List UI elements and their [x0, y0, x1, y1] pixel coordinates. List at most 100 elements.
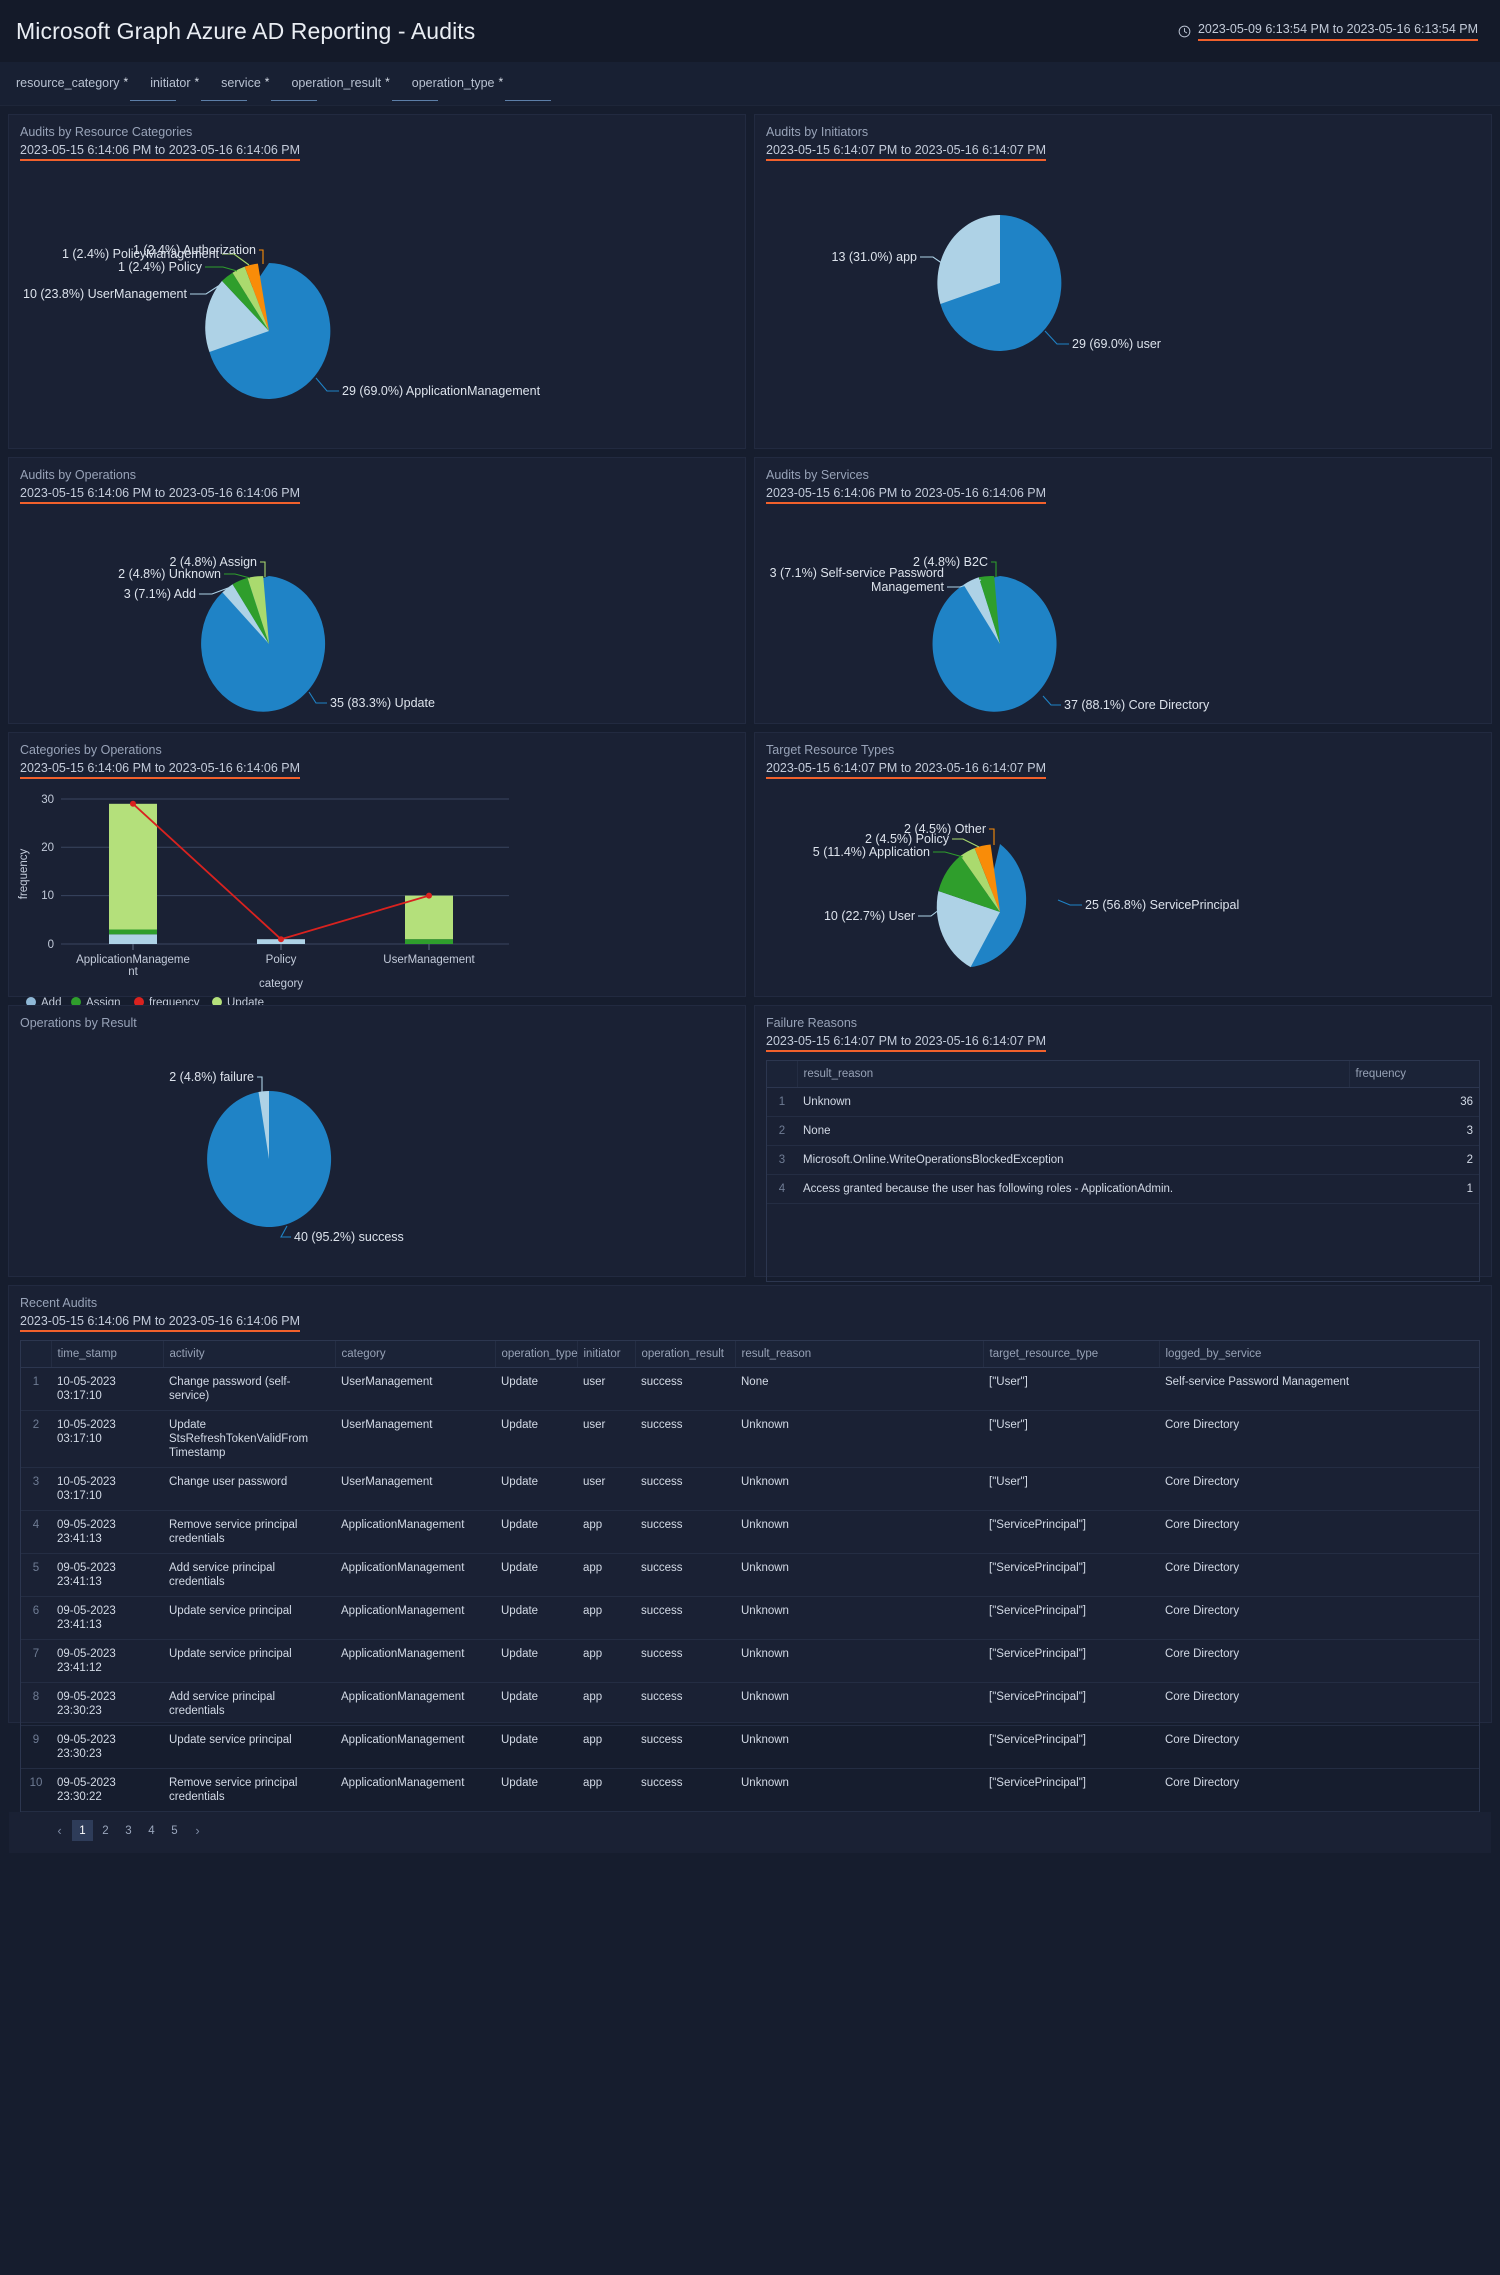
- legend-swatch-frequency[interactable]: [134, 997, 144, 1007]
- filter-input-underline[interactable]: [271, 99, 318, 101]
- bar-segment-assign[interactable]: [405, 939, 453, 944]
- pagination-prev[interactable]: ‹: [57, 1823, 62, 1838]
- filter-initiator[interactable]: initiator *: [150, 76, 248, 101]
- cell-operation-result: success: [635, 1510, 735, 1554]
- cell-operation-type: Update: [495, 1467, 577, 1511]
- table-row[interactable]: 2 10-05-2023 03:17:10 Update StsRefreshT…: [21, 1410, 1479, 1468]
- panel-subtitle-timerange[interactable]: 2023-05-15 6:14:06 PM to 2023-05-16 6:14…: [20, 760, 301, 779]
- filter-input-underline[interactable]: [391, 99, 438, 101]
- legend-swatch-update[interactable]: [212, 997, 222, 1007]
- pie-slice-label: 13 (31.0%) app: [832, 250, 918, 264]
- line-series-frequency[interactable]: [132, 803, 430, 941]
- bar-segment-assign[interactable]: [109, 929, 157, 935]
- cell-activity: Add service principal credentials: [163, 1682, 335, 1726]
- legend-swatch-add[interactable]: [26, 997, 36, 1007]
- line-point[interactable]: [130, 800, 136, 807]
- table-row[interactable]: 4 Access granted because the user has fo…: [767, 1174, 1479, 1204]
- pie-chart-resource-categories[interactable]: 1 (2.4%) Authorization 1 (2.4%) PolicyMa…: [9, 161, 745, 441]
- cell-result-reason: Unknown: [735, 1768, 983, 1812]
- pie-chart-operations-by-result[interactable]: 2 (4.8%) failure 40 (95.2%) success: [9, 1031, 745, 1271]
- bar-segment-update[interactable]: [405, 895, 453, 940]
- panel-subtitle-timerange[interactable]: 2023-05-15 6:14:07 PM to 2023-05-16 6:14…: [766, 142, 1047, 161]
- table-row[interactable]: 9 09-05-2023 23:30:23 Update service pri…: [21, 1725, 1479, 1769]
- column-header-time-stamp[interactable]: time_stamp: [51, 1341, 164, 1368]
- cell-initiator: app: [577, 1510, 635, 1554]
- panel-subtitle-timerange[interactable]: 2023-05-15 6:14:07 PM to 2023-05-16 6:14…: [766, 760, 1047, 779]
- column-header-activity[interactable]: activity: [163, 1341, 336, 1368]
- panel-title: Audits by Initiators: [766, 125, 869, 139]
- table-row[interactable]: 1 10-05-2023 03:17:10 Change password (s…: [21, 1367, 1479, 1411]
- cell-activity: Change user password: [163, 1467, 335, 1511]
- line-point[interactable]: [278, 936, 284, 943]
- pie-slice-label: 2 (4.8%) failure: [169, 1070, 254, 1084]
- column-header-frequency[interactable]: frequency: [1349, 1061, 1479, 1088]
- table-row[interactable]: 8 09-05-2023 23:30:23 Add service princi…: [21, 1682, 1479, 1726]
- table-row[interactable]: 1 Unknown 36: [767, 1087, 1479, 1117]
- panel-subtitle-timerange[interactable]: 2023-05-15 6:14:06 PM to 2023-05-16 6:14…: [20, 1313, 301, 1332]
- cell-target-resource-type: ["User"]: [983, 1410, 1159, 1468]
- x-axis-tick: nt: [128, 966, 138, 978]
- pie-chart-operations[interactable]: 2 (4.8%) Assign 2 (4.8%) Unknown 3 (7.1%…: [9, 504, 745, 716]
- column-header-result-reason[interactable]: result_reason: [797, 1061, 1350, 1088]
- filter-operation-type[interactable]: operation_type *: [412, 76, 552, 101]
- filter-operation-result[interactable]: operation_result *: [291, 76, 438, 101]
- cell-operation-result: success: [635, 1367, 735, 1411]
- panel-subtitle-timerange[interactable]: 2023-05-15 6:14:06 PM to 2023-05-16 6:14…: [766, 485, 1047, 504]
- table-row[interactable]: 3 Microsoft.Online.WriteOperationsBlocke…: [767, 1145, 1479, 1175]
- cell-time-stamp: 09-05-2023 23:41:13: [51, 1510, 163, 1554]
- panel-title: Target Resource Types: [766, 743, 895, 757]
- panel-subtitle-timerange[interactable]: 2023-05-15 6:14:07 PM to 2023-05-16 6:14…: [766, 1033, 1047, 1052]
- cell-operation-type: Update: [495, 1367, 577, 1411]
- cell-time-stamp: 09-05-2023 23:41:13: [51, 1596, 163, 1640]
- pagination-next[interactable]: ›: [195, 1823, 200, 1838]
- pie-chart-initiators[interactable]: 13 (31.0%) app 29 (69.0%) user: [755, 161, 1491, 441]
- filter-input-underline[interactable]: [505, 99, 552, 101]
- filter-resource-category[interactable]: resource_category *: [16, 76, 177, 101]
- cell-operation-result: success: [635, 1410, 735, 1468]
- column-header-target-resource-type[interactable]: target_resource_type: [983, 1341, 1160, 1368]
- column-header-result-reason[interactable]: result_reason: [735, 1341, 984, 1368]
- bar-segment-update[interactable]: [109, 803, 157, 930]
- panel-subtitle-timerange[interactable]: 2023-05-15 6:14:06 PM to 2023-05-16 6:14…: [20, 485, 301, 504]
- pagination-page-3[interactable]: 3: [125, 1824, 132, 1837]
- filter-input-underline[interactable]: [130, 99, 177, 101]
- pagination-page-4[interactable]: 4: [148, 1824, 155, 1837]
- table-row[interactable]: 5 09-05-2023 23:41:13 Add service princi…: [21, 1553, 1479, 1597]
- pie-slice-label: 2 (4.8%) Unknown: [118, 567, 221, 581]
- column-header-logged-by-service[interactable]: logged_by_service: [1159, 1341, 1479, 1368]
- panel-title: Operations by Result: [20, 1016, 137, 1030]
- line-point[interactable]: [426, 892, 432, 899]
- table-row[interactable]: 4 09-05-2023 23:41:13 Remove service pri…: [21, 1510, 1479, 1554]
- cell-operation-type: Update: [495, 1725, 577, 1769]
- cell-frequency: 2: [1349, 1145, 1479, 1175]
- pie-chart-target-resource-types[interactable]: 2 (4.5%) Other 2 (4.5%) Policy 5 (11.4%)…: [755, 779, 1491, 991]
- global-time-range-picker[interactable]: 2023-05-09 6:13:54 PM to 2023-05-16 6:13…: [1178, 22, 1478, 41]
- table-row[interactable]: 2 None 3: [767, 1116, 1479, 1146]
- pie-chart-services[interactable]: 2 (4.8%) B2C 3 (7.1%) Self-service Passw…: [755, 504, 1491, 716]
- y-axis-tick: 10: [41, 890, 54, 902]
- pie-slice-label: 10 (22.7%) User: [824, 909, 915, 923]
- cell-logged-by-service: Core Directory: [1159, 1467, 1479, 1511]
- column-header-operation-type[interactable]: operation_type: [495, 1341, 578, 1368]
- legend-swatch-assign[interactable]: [71, 997, 81, 1007]
- table-row[interactable]: 7 09-05-2023 23:41:12 Update service pri…: [21, 1639, 1479, 1683]
- column-header-category[interactable]: category: [335, 1341, 496, 1368]
- table-row[interactable]: 6 09-05-2023 23:41:13 Update service pri…: [21, 1596, 1479, 1640]
- pagination-page-1[interactable]: 1: [72, 1820, 93, 1841]
- pagination-page-2[interactable]: 2: [102, 1824, 109, 1837]
- filter-service[interactable]: service *: [221, 76, 318, 101]
- cell-logged-by-service: Core Directory: [1159, 1596, 1479, 1640]
- panel-subtitle-timerange[interactable]: 2023-05-15 6:14:06 PM to 2023-05-16 6:14…: [20, 142, 301, 161]
- panel-title: Recent Audits: [20, 1296, 98, 1310]
- column-header-initiator[interactable]: initiator: [577, 1341, 636, 1368]
- table-row[interactable]: 10 09-05-2023 23:30:22 Remove service pr…: [21, 1768, 1479, 1812]
- filter-input-underline[interactable]: [201, 99, 248, 101]
- table-row[interactable]: 3 10-05-2023 03:17:10 Change user passwo…: [21, 1467, 1479, 1511]
- panel-operations-by-result: Operations by Result 2 (4.8%) failure 40…: [8, 1005, 746, 1277]
- column-header-operation-result[interactable]: operation_result: [635, 1341, 736, 1368]
- bar-chart-categories-by-operations[interactable]: 30 20 10 0 frequency: [9, 779, 745, 1013]
- pagination-page-5[interactable]: 5: [171, 1824, 178, 1837]
- bar-segment-add[interactable]: [109, 934, 157, 944]
- cell-operation-result: success: [635, 1467, 735, 1511]
- row-index: 8: [21, 1682, 51, 1726]
